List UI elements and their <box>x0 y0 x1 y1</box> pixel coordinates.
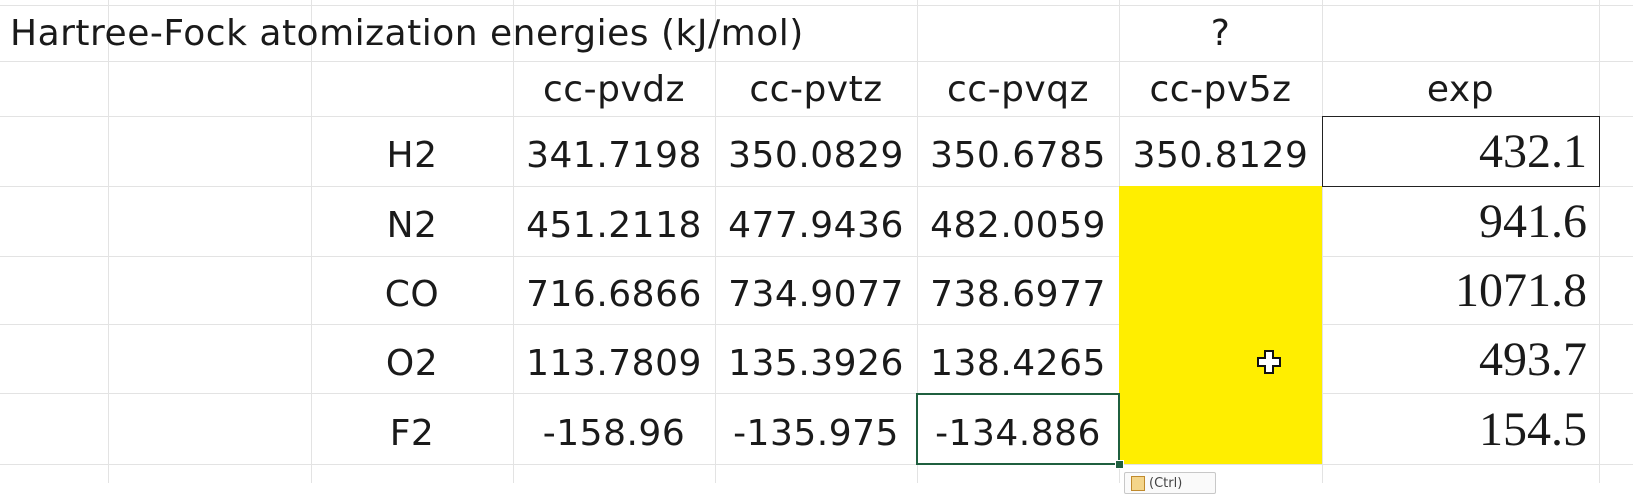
column-border <box>108 0 109 483</box>
exp-value-cell[interactable]: 432.1 <box>1479 125 1587 178</box>
value-cell[interactable]: 451.2118 <box>526 205 702 246</box>
header-cc-pvtz[interactable]: cc-pvtz <box>749 68 883 110</box>
column-border <box>715 0 716 483</box>
column-border <box>513 0 514 483</box>
value-cell[interactable]: 350.8129 <box>1132 135 1309 176</box>
question-cell[interactable]: ? <box>1210 13 1231 54</box>
highlighted-empty-cells[interactable] <box>1119 186 1322 464</box>
row-border <box>0 464 1633 465</box>
sheet-title: Hartree-Fock atomization energies (kJ/mo… <box>10 13 804 54</box>
clipboard-icon <box>1131 475 1145 491</box>
value-cell[interactable]: 482.0059 <box>930 205 1106 246</box>
column-border <box>1322 0 1323 483</box>
molecule-cell[interactable]: CO <box>384 274 440 315</box>
row-border <box>0 5 1633 6</box>
header-cc-pv5z[interactable]: cc-pv5z <box>1149 68 1292 110</box>
row-border <box>0 186 1633 187</box>
value-cell[interactable]: 716.6866 <box>526 274 702 315</box>
row-border <box>0 393 1633 394</box>
fill-handle[interactable] <box>1115 460 1124 469</box>
header-cc-pvqz[interactable]: cc-pvqz <box>947 68 1089 110</box>
value-cell[interactable]: 341.7198 <box>526 135 702 176</box>
value-cell[interactable]: -158.96 <box>542 412 686 454</box>
exp-value-cell[interactable]: 493.7 <box>1479 332 1587 386</box>
molecule-cell[interactable]: O2 <box>385 342 439 384</box>
column-border <box>917 0 918 483</box>
sheet-title-cell[interactable]: Hartree-Fock atomization energies (kJ/mo… <box>0 6 917 61</box>
row-border <box>0 256 1633 257</box>
molecule-cell[interactable]: H2 <box>386 135 438 176</box>
column-border <box>1599 0 1600 483</box>
value-cell[interactable]: 350.6785 <box>930 135 1106 176</box>
value-cell[interactable]: 138.4265 <box>930 342 1106 384</box>
value-cell[interactable]: 113.7809 <box>526 342 702 384</box>
value-cell[interactable]: 734.9077 <box>728 274 904 315</box>
value-cell[interactable]: -134.886 <box>935 412 1101 454</box>
spreadsheet-grid <box>0 0 1633 483</box>
column-border <box>311 0 312 483</box>
value-cell[interactable]: 350.0829 <box>728 135 904 176</box>
value-cell[interactable]: 477.9436 <box>728 205 904 246</box>
value-cell[interactable]: 135.3926 <box>728 342 904 384</box>
exp-value-cell[interactable]: 154.5 <box>1479 402 1587 456</box>
molecule-cell[interactable]: F2 <box>389 412 435 454</box>
row-border <box>0 61 1633 62</box>
row-border <box>0 116 1633 117</box>
header-exp[interactable]: exp <box>1426 68 1495 110</box>
exp-value-cell[interactable]: 1071.8 <box>1455 264 1587 317</box>
value-cell[interactable]: 738.6977 <box>930 274 1106 315</box>
paste-options-button[interactable]: (Ctrl) <box>1124 472 1216 494</box>
value-cell[interactable]: -135.975 <box>733 412 899 454</box>
active-cell-selection[interactable] <box>916 393 1120 465</box>
plus-cursor-icon <box>1257 350 1281 374</box>
row-border <box>0 324 1633 325</box>
molecule-cell[interactable]: N2 <box>386 205 438 246</box>
exp-value-cell[interactable]: 941.6 <box>1479 195 1587 248</box>
exp-cell-border <box>1322 116 1600 187</box>
header-cc-pvdz[interactable]: cc-pvdz <box>543 68 685 110</box>
